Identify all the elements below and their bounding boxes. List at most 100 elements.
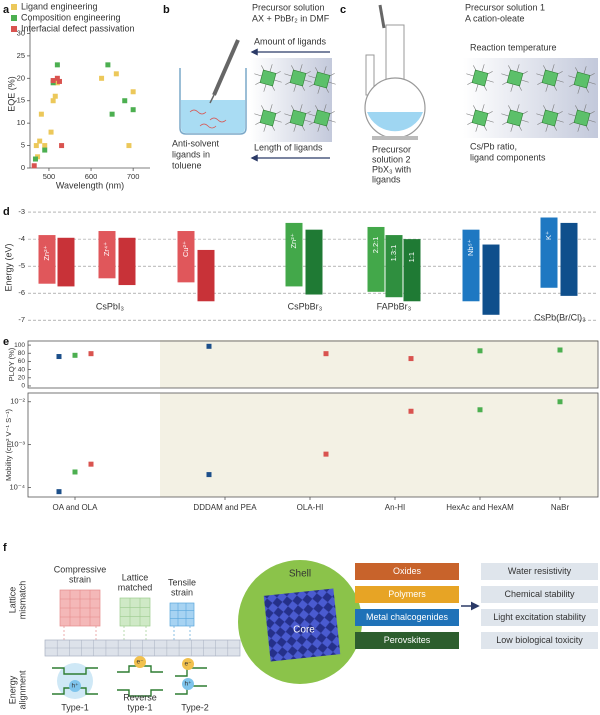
point: [38, 111, 44, 117]
property-box: [481, 586, 598, 603]
y-tick-label: -7: [18, 315, 25, 324]
y-tick-label: 5: [21, 141, 25, 150]
carrier: [134, 656, 146, 668]
type-label: Type-1: [61, 702, 89, 712]
x-axis-label: Wavelength (nm): [56, 180, 124, 190]
precursor-label: Precursor: [372, 144, 411, 154]
point: [72, 469, 78, 475]
type-label: Type-2: [181, 702, 209, 712]
y-tick-label: -6: [18, 288, 25, 297]
bar: [197, 249, 215, 302]
legend-swatch: [11, 4, 17, 10]
flask-stand: [372, 136, 418, 140]
legend-swatch: [11, 26, 17, 32]
point: [52, 93, 58, 99]
carrier-label: e⁻: [136, 659, 143, 666]
group-label: CsPb(Br/Cl)₃: [534, 312, 586, 322]
core-label: Core: [293, 625, 315, 636]
type-label: type-1: [127, 702, 152, 712]
nanocrystal: [259, 109, 277, 127]
x-tick-label: 700: [127, 172, 140, 181]
bar: [482, 244, 500, 315]
bar-label: Zn²⁺: [289, 233, 298, 248]
side-label: alignment: [17, 670, 27, 710]
carrier-label: h⁺: [71, 683, 78, 690]
point: [557, 399, 563, 405]
point: [323, 451, 329, 457]
point: [56, 489, 62, 495]
point: [323, 351, 329, 357]
point: [557, 347, 563, 353]
bar-label: Zn²⁺: [42, 245, 51, 260]
bar-label: 1.3:1: [389, 245, 398, 262]
y-tick-label: 20: [18, 375, 26, 382]
lattice: [119, 597, 151, 627]
antisolvent-label: Anti-solvent: [172, 138, 220, 148]
y-axis-label: EQE (%): [6, 76, 16, 112]
y-tick-label: 80: [18, 350, 26, 357]
x-tick-label: 600: [85, 172, 98, 181]
bar: [285, 222, 303, 287]
material-label: Polymers: [388, 589, 426, 599]
x-tick-label: DDDAM and PEA: [193, 503, 257, 512]
shell-label: Shell: [289, 569, 311, 580]
y-tick-label: 0: [21, 383, 25, 390]
group-label: CsPbI₃: [96, 301, 125, 311]
property-box: [481, 563, 598, 580]
precursor-label: AX + PbBr₂ in DMF: [252, 13, 330, 23]
carrier-label: h⁺: [184, 681, 191, 688]
carrier: [182, 678, 194, 690]
core: [263, 588, 341, 662]
x-tick-label: HexAc and HexAM: [446, 503, 514, 512]
point: [477, 348, 483, 354]
x-tick-label: NaBr: [551, 503, 570, 512]
point: [130, 89, 136, 95]
side-label: mismatch: [17, 581, 27, 620]
point: [130, 107, 136, 113]
condition-label: Cs/Pb ratio,: [470, 141, 517, 151]
material-box: [355, 563, 459, 580]
nanocrystal: [259, 69, 277, 87]
point: [477, 407, 483, 413]
y-tick-label: 10⁻²: [10, 397, 25, 406]
group-label: FAPbBr₃: [377, 301, 412, 311]
point: [206, 343, 212, 349]
bar-label: 2.2:1: [371, 237, 380, 254]
material-label: Oxides: [393, 566, 422, 576]
arrow-label: Length of ligands: [254, 142, 323, 152]
point: [50, 98, 56, 104]
antisolvent-label: ligands in: [172, 149, 210, 159]
property-label: Chemical stability: [504, 589, 575, 599]
x-tick-label: OLA-HI: [297, 503, 324, 512]
precursor-label: solution 2: [372, 154, 411, 164]
strain-label: matched: [118, 582, 153, 592]
y-tick-label: 25: [17, 51, 25, 60]
panel-letter: f: [3, 542, 7, 554]
point: [56, 354, 62, 360]
nanocrystal: [289, 109, 307, 127]
side-label: Lattice: [7, 587, 17, 614]
nanocrystal: [573, 71, 591, 89]
strain-label: Compressive: [54, 564, 107, 574]
bar: [540, 217, 558, 288]
panel-letter: a: [3, 4, 10, 16]
y-axis-label: Energy (eV): [3, 243, 13, 291]
x-tick-label: 500: [43, 172, 56, 181]
material-box: [355, 632, 459, 649]
bar-label: Nb⁵⁺: [466, 239, 475, 256]
point: [32, 156, 38, 162]
y-tick-label: 40: [18, 366, 26, 373]
point: [54, 75, 60, 81]
property-label: Water resistivity: [508, 566, 572, 576]
type-label: Reverse: [123, 692, 157, 702]
side-label: Energy: [7, 675, 17, 704]
precursor-label: Precursor solution 1: [465, 2, 545, 12]
plot-frame: [27, 340, 599, 389]
panel-c-bg: [463, 58, 598, 138]
carrier: [69, 680, 81, 692]
lattice: [169, 602, 195, 627]
nanocrystal: [541, 69, 559, 87]
bar-label: Zr⁴⁺: [102, 242, 111, 256]
y-tick-label: 0: [21, 163, 25, 172]
nanocrystal: [289, 69, 307, 87]
